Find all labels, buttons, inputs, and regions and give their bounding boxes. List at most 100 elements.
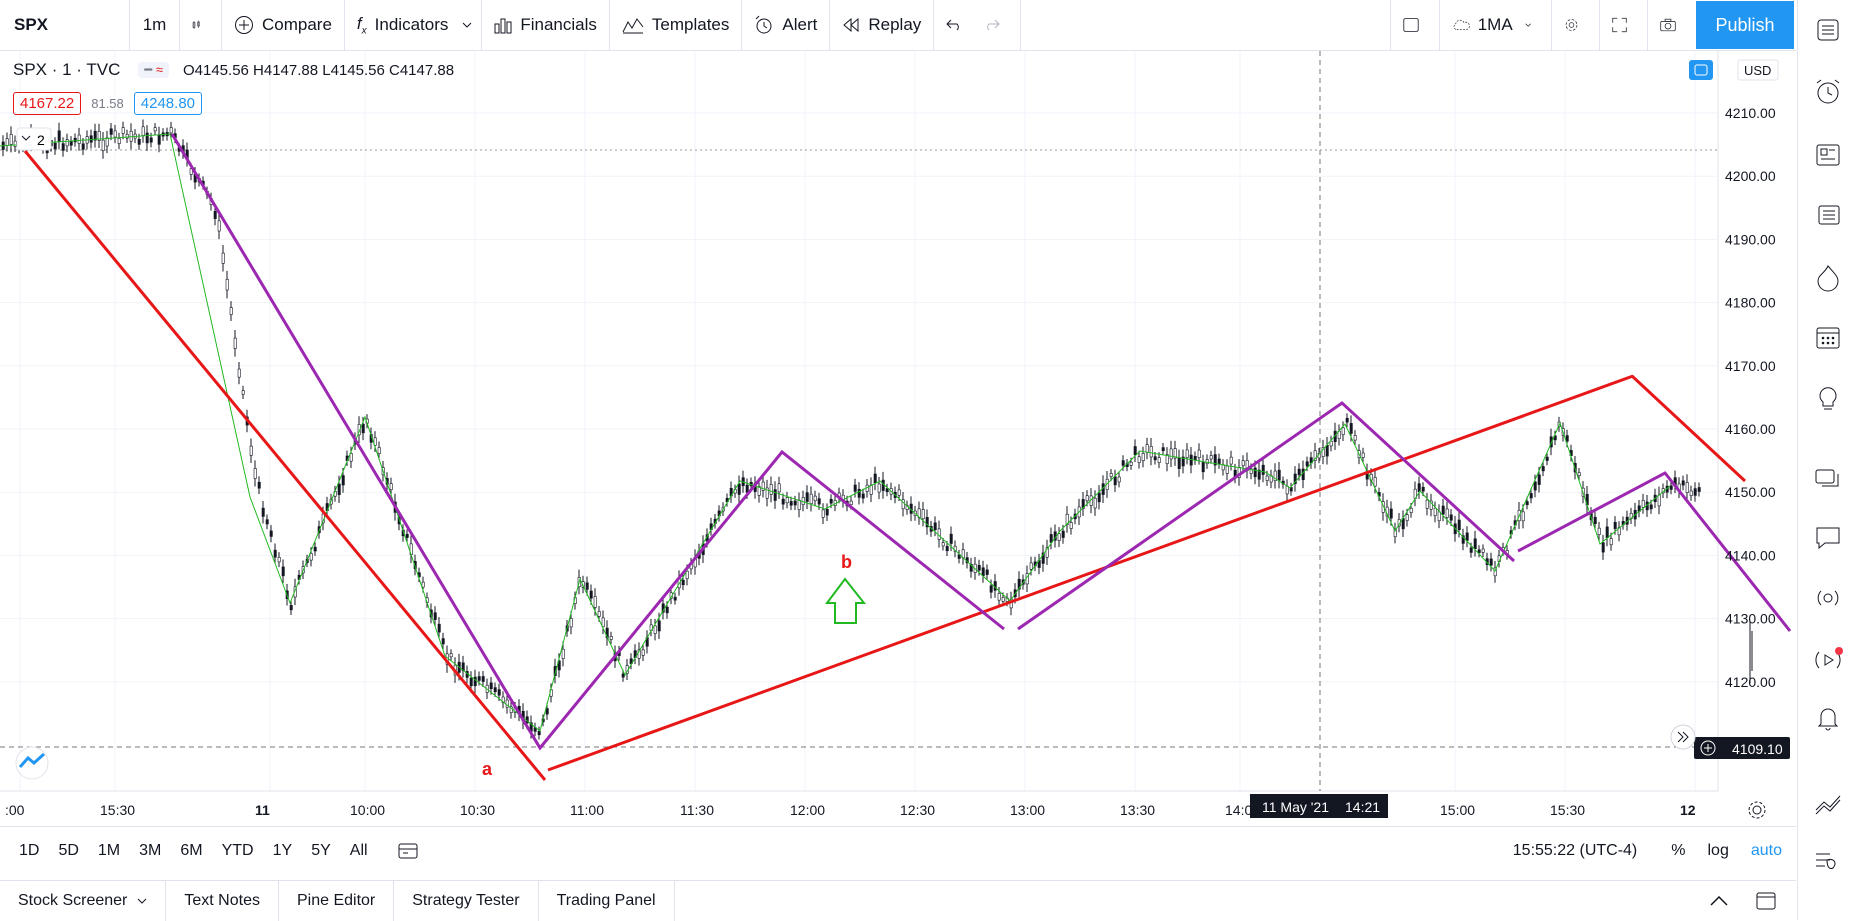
red-trendline-right[interactable] — [1630, 374, 1747, 483]
range-button[interactable]: 3M — [139, 842, 162, 859]
candle-body — [1069, 522, 1073, 529]
replay-button[interactable]: Replay — [830, 0, 935, 50]
chart-canvas[interactable]: a b 4210.004200.004190.004180.004170.004… — [0, 51, 1796, 826]
log-toggle[interactable]: log — [1707, 842, 1729, 859]
candle-body — [1001, 597, 1005, 602]
range-button[interactable]: 1D — [19, 842, 40, 859]
footer-tab[interactable]: Strategy Tester — [394, 881, 539, 921]
settings-button[interactable] — [1552, 0, 1600, 50]
currency-label: USD — [1744, 63, 1771, 78]
indicators-button[interactable]: fx Indicators — [345, 0, 460, 50]
auto-scale-toggle[interactable] — [1689, 60, 1713, 80]
data-window-icon[interactable] — [1813, 844, 1843, 874]
chat-bubble-icon[interactable] — [1813, 523, 1843, 553]
scroll-to-realtime-button[interactable] — [1670, 724, 1696, 750]
undo-icon[interactable] — [946, 19, 962, 31]
hotlist-icon[interactable] — [1813, 200, 1843, 230]
range-button[interactable]: All — [349, 842, 368, 859]
percent-toggle[interactable]: % — [1671, 842, 1686, 859]
range-button[interactable]: 6M — [180, 842, 203, 859]
chevron-up-icon[interactable] — [1710, 896, 1728, 906]
red-trendline-up[interactable] — [547, 374, 1634, 772]
fullscreen-layout-button[interactable] — [1390, 0, 1440, 50]
range-button[interactable]: 1M — [97, 842, 121, 859]
notification-bell-icon[interactable] — [1813, 703, 1843, 733]
candle-body — [217, 220, 221, 232]
candle-body — [877, 483, 881, 493]
layout-selector[interactable]: 1MA — [1440, 0, 1552, 50]
purple-zigzag-line-2[interactable] — [1017, 401, 1516, 631]
time-tick-label: 10:30 — [460, 802, 495, 818]
up-arrow-shape[interactable] — [825, 577, 867, 624]
fullscreen-button[interactable] — [1600, 0, 1648, 50]
chat-icon[interactable] — [1813, 465, 1843, 495]
chart-area[interactable]: a b 4210.00 4200.00 4190.00 4180.00 4170.00 4… — [0, 51, 1796, 876]
snapshot-button[interactable] — [1648, 0, 1696, 50]
candle-body — [933, 522, 937, 531]
candle-body — [901, 499, 905, 510]
go-to-date-icon[interactable] — [398, 842, 418, 860]
footer-tab[interactable]: Trading Panel — [539, 881, 675, 921]
bid-price[interactable]: 4167.22 — [13, 92, 82, 115]
compare-label: Compare — [262, 15, 332, 34]
time-tick-label: 13:00 — [1010, 802, 1045, 818]
streams-icon[interactable] — [1813, 583, 1843, 613]
redo-icon[interactable] — [984, 19, 1000, 31]
publish-button[interactable]: Publish — [1696, 1, 1794, 49]
calendar-icon[interactable] — [1813, 322, 1843, 352]
green-zigzag-line[interactable] — [0, 133, 1671, 732]
ask-price[interactable]: 4248.80 — [133, 92, 203, 115]
footer-tab[interactable]: Text Notes — [166, 881, 279, 921]
financials-button[interactable]: Financials — [482, 0, 610, 50]
axis-settings-gear-icon[interactable] — [1748, 801, 1766, 819]
legend-collapse-button[interactable]: 2 — [16, 127, 52, 151]
range-buttons: 1D 5D 1M 3M 6M YTD 1Y 5Y All — [0, 842, 368, 860]
candle-body — [945, 546, 949, 552]
clock-time[interactable]: 15:55:22 (UTC-4) — [1512, 842, 1638, 859]
label-b[interactable]: b — [841, 552, 852, 572]
candle-body — [1577, 472, 1581, 476]
candle-body — [281, 566, 285, 577]
footer-tab[interactable]: Pine Editor — [279, 881, 395, 921]
news-icon[interactable] — [1813, 140, 1843, 170]
time-tick-label: 15:00 — [1440, 802, 1475, 818]
range-button[interactable]: 1Y — [272, 842, 293, 859]
calendar-flame-icon[interactable] — [1813, 262, 1843, 292]
time-tick-label: 11:30 — [680, 802, 714, 818]
watchlist-icon[interactable] — [1813, 15, 1843, 45]
price-tick-label: 4190.00 — [1725, 231, 1776, 247]
candle-body — [1533, 481, 1537, 491]
range-button[interactable]: 5D — [58, 842, 79, 859]
candle-body — [377, 447, 381, 454]
purple-zigzag-line[interactable] — [170, 133, 1005, 751]
label-a[interactable]: a — [482, 759, 493, 779]
auto-toggle[interactable]: auto — [1750, 842, 1782, 859]
interval-button[interactable]: 1m — [130, 0, 180, 50]
purple-zigzag-line-3[interactable] — [1517, 471, 1792, 632]
chart-style-button[interactable] — [180, 0, 222, 50]
live-stream-icon[interactable] — [1813, 645, 1843, 675]
candle-body — [1057, 533, 1061, 541]
indicators-dropdown[interactable] — [460, 0, 483, 50]
symbol-search-button[interactable]: SPX — [0, 0, 130, 50]
lightbulb-icon[interactable] — [1813, 383, 1843, 413]
trading-panel-icon[interactable] — [1813, 788, 1843, 818]
candle-body — [469, 677, 473, 687]
spread-value: 81.58 — [91, 96, 124, 111]
red-trendline-down[interactable] — [23, 150, 547, 781]
legend-visibility-toggle[interactable]: ━ ≈ — [138, 62, 169, 78]
price-tick-label: 4200.00 — [1725, 168, 1776, 184]
footer-tab[interactable]: Stock Screener — [0, 881, 167, 921]
alarm-clock-icon[interactable] — [1813, 77, 1843, 107]
candle-body — [1425, 499, 1429, 509]
plus-circle-icon — [235, 16, 253, 34]
currency-label-box[interactable]: USD — [1737, 59, 1779, 81]
range-button[interactable]: 5Y — [311, 842, 331, 859]
candle-body — [121, 127, 125, 134]
templates-button[interactable]: Templates — [610, 0, 743, 50]
maximize-panel-icon[interactable] — [1756, 892, 1776, 910]
compare-button[interactable]: Compare — [222, 0, 345, 50]
current-price-badge: 4109.10 — [1694, 737, 1790, 759]
range-button[interactable]: YTD — [221, 842, 254, 859]
alert-button[interactable]: Alert — [742, 0, 831, 50]
